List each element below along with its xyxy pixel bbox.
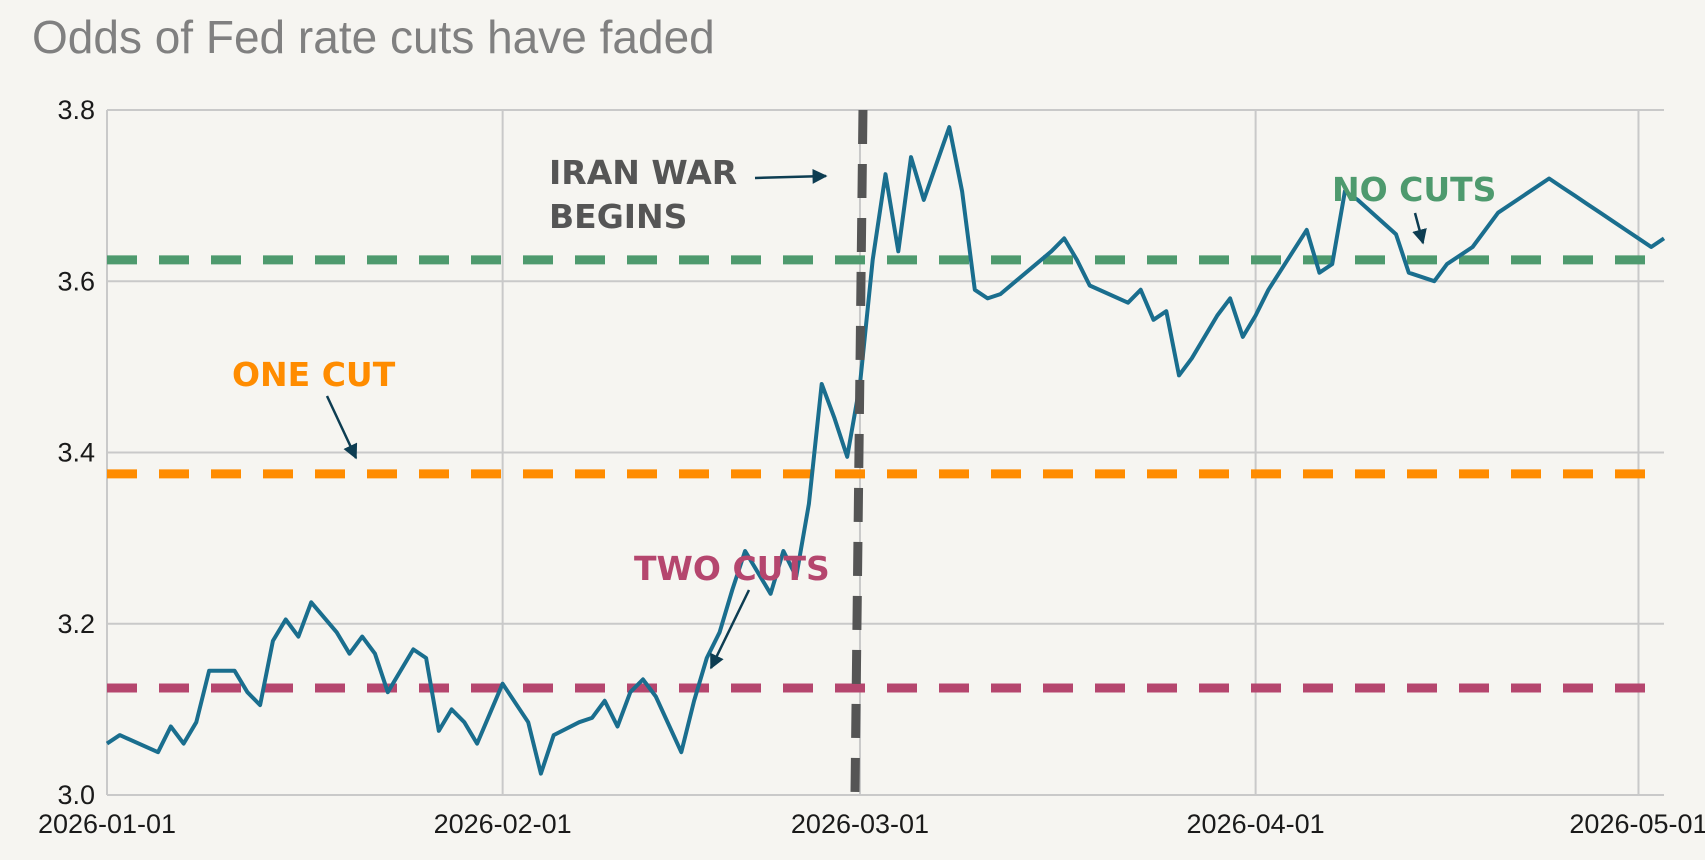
y-tick-label: 3.8 bbox=[57, 95, 95, 125]
arrow-two-cuts bbox=[709, 589, 751, 670]
y-tick-label: 3.4 bbox=[57, 438, 95, 468]
chart-title: Odds of Fed rate cuts have faded bbox=[32, 11, 715, 63]
arrow-no-cuts bbox=[1412, 212, 1427, 245]
y-tick-label: 3.6 bbox=[57, 266, 95, 296]
x-tick-label: 2026-01-01 bbox=[38, 809, 176, 839]
event-line bbox=[850, 109, 868, 796]
label-no-cuts: NO CUTS bbox=[1332, 170, 1496, 209]
x-tick-label: 2026-03-01 bbox=[791, 809, 929, 839]
y-tick-label: 3.2 bbox=[57, 609, 95, 639]
y-tick-label: 3.0 bbox=[57, 780, 95, 810]
x-tick-label: 2026-02-01 bbox=[434, 809, 572, 839]
event-label-line-2: BEGINS bbox=[549, 197, 687, 236]
arrow-one-cut bbox=[325, 395, 358, 460]
x-tick-label: 2026-04-01 bbox=[1187, 809, 1325, 839]
label-two-cuts: TWO CUTS bbox=[634, 549, 830, 588]
label-one-cut: ONE CUT bbox=[232, 355, 396, 394]
x-tick-label: 2026-05-01 bbox=[1569, 809, 1705, 839]
event-arrow bbox=[754, 168, 828, 184]
series-line bbox=[105, 125, 1666, 776]
event-label-line-1: IRAN WAR bbox=[549, 153, 737, 192]
